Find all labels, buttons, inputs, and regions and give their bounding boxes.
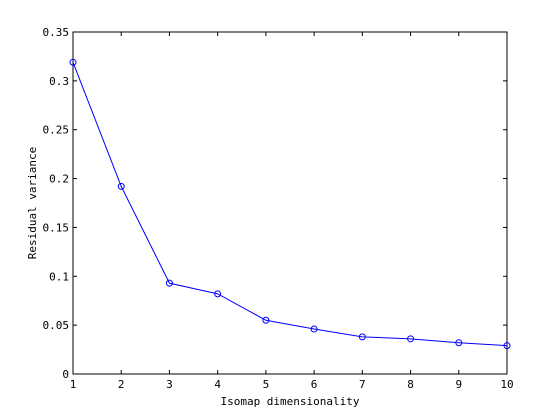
- x-tick-label: 10: [500, 378, 513, 391]
- series-group: [69, 58, 511, 350]
- data-point-marker: [69, 58, 77, 66]
- y-tick-label: 0: [62, 368, 69, 381]
- series-line: [72, 62, 508, 347]
- y-tick-label: 0.15: [43, 221, 70, 234]
- data-point-marker: [455, 339, 463, 347]
- data-point-marker: [262, 316, 270, 324]
- x-tick-label: 8: [407, 378, 414, 391]
- data-point-marker: [358, 333, 366, 341]
- y-tick-label: 0.1: [49, 270, 69, 283]
- x-axis-title: Isomap dimensionality: [220, 395, 359, 408]
- data-point-marker: [117, 182, 125, 190]
- y-axis-ticks: 0 0.05 0.1 0.15 0.2 0.25 0.3 0.35: [43, 26, 507, 381]
- y-tick-label: 0.25: [43, 124, 70, 137]
- data-point-marker: [310, 325, 318, 333]
- x-axis-ticks: 1 2 3 4 5 6 7 8 9 10: [70, 32, 514, 391]
- x-tick-label: 1: [70, 378, 77, 391]
- y-tick-label: 0.2: [49, 173, 69, 186]
- x-tick-label: 9: [455, 378, 462, 391]
- y-axis-title: Residual variance: [26, 147, 39, 260]
- x-tick-label: 2: [118, 378, 125, 391]
- x-tick-label: 3: [166, 378, 173, 391]
- y-tick-label: 0.35: [43, 26, 70, 39]
- x-tick-label: 6: [311, 378, 318, 391]
- x-tick-label: 4: [214, 378, 221, 391]
- data-point-marker: [165, 279, 173, 287]
- plot-area: [72, 31, 508, 375]
- data-point-marker: [214, 290, 222, 298]
- x-tick-label: 7: [359, 378, 366, 391]
- data-point-marker: [407, 335, 415, 343]
- data-point-marker: [503, 342, 511, 350]
- y-tick-label: 0.05: [43, 319, 70, 332]
- y-tick-label: 0.3: [49, 75, 69, 88]
- x-tick-label: 5: [263, 378, 270, 391]
